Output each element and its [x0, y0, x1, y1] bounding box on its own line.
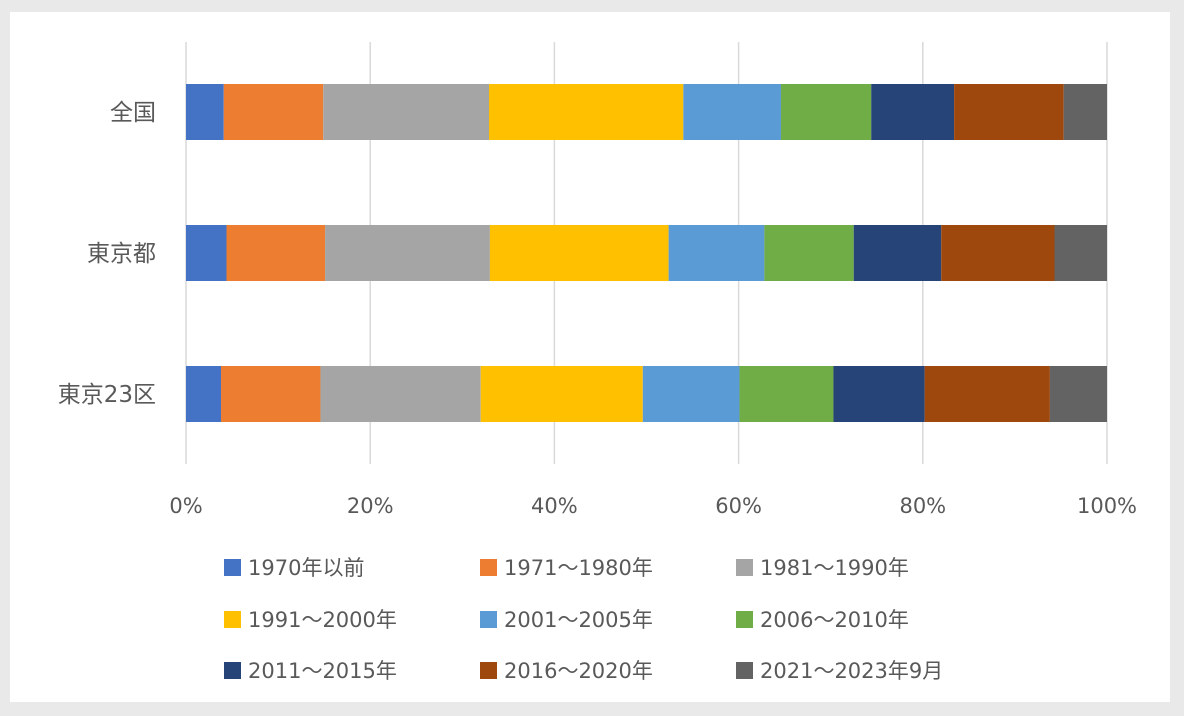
- bar-segment: [924, 366, 1050, 422]
- legend-label: 1991〜2000年: [248, 608, 397, 632]
- legend-item: 2011〜2015年: [224, 659, 397, 683]
- bar-segment: [1063, 84, 1107, 140]
- legend-swatch: [736, 662, 753, 679]
- bar-segment: [186, 366, 221, 422]
- legend-swatch: [480, 559, 497, 576]
- legend-swatch: [480, 611, 497, 628]
- legend-item: 2021〜2023年9月: [736, 659, 943, 683]
- x-tick-label: 0%: [169, 494, 202, 518]
- category-label: 東京都: [87, 241, 156, 267]
- legend-swatch: [736, 611, 753, 628]
- bar-segment: [226, 225, 326, 281]
- legend-item: 1981〜1990年: [736, 556, 909, 580]
- x-tick-labels: 0% 20% 40% 60% 80% 100%: [169, 494, 1137, 518]
- bar-segment: [480, 366, 643, 422]
- x-tick-label: 80%: [899, 494, 946, 518]
- bar-segment: [489, 84, 684, 140]
- bar-segment: [1054, 225, 1107, 281]
- bar-segment: [764, 225, 854, 281]
- bar-segment: [186, 84, 224, 140]
- x-tick-label: 20%: [347, 494, 394, 518]
- legend-label: 1971〜1980年: [504, 556, 653, 580]
- x-tick-label: 100%: [1077, 494, 1137, 518]
- legend-swatch: [480, 662, 497, 679]
- legend-swatch: [224, 559, 241, 576]
- bar-segment: [739, 366, 834, 422]
- bar-segment: [954, 84, 1064, 140]
- legend-item: 2001〜2005年: [480, 608, 653, 632]
- legend-swatch: [224, 611, 241, 628]
- bar-segment: [325, 225, 490, 281]
- legend-label: 2011〜2015年: [248, 659, 397, 683]
- bar-segment: [223, 84, 324, 140]
- bar-segment: [323, 84, 490, 140]
- legend-label: 2021〜2023年9月: [760, 659, 943, 683]
- legend-item: 2016〜2020年: [480, 659, 653, 683]
- bar-segment: [941, 225, 1055, 281]
- legend-label: 2006〜2010年: [760, 608, 909, 632]
- legend-swatch: [224, 662, 241, 679]
- bar-segment: [320, 366, 481, 422]
- x-tick-label: 60%: [715, 494, 762, 518]
- bar-segment: [780, 84, 872, 140]
- bar-segment: [683, 84, 781, 140]
- bar-segment: [186, 225, 227, 281]
- bar-segment: [220, 366, 321, 422]
- category-label: 東京23区: [58, 382, 156, 408]
- legend-label: 1970年以前: [248, 556, 364, 580]
- bar-segment: [668, 225, 765, 281]
- chart-frame: 全国 東京都 東京23区 0% 20% 40% 60% 80% 100% 1970年以前 197…: [10, 12, 1170, 702]
- bar-segment: [642, 366, 740, 422]
- bar-segment: [853, 225, 942, 281]
- bar-segment: [833, 366, 925, 422]
- legend-item: 1991〜2000年: [224, 608, 397, 632]
- legend-item: 1971〜1980年: [480, 556, 653, 580]
- bar-segment: [1049, 366, 1107, 422]
- bar-segment: [489, 225, 669, 281]
- x-tick-label: 40%: [531, 494, 578, 518]
- legend-item: 2006〜2010年: [736, 608, 909, 632]
- bars: [186, 84, 1107, 422]
- legend-label: 1981〜1990年: [760, 556, 909, 580]
- bar-segment: [871, 84, 955, 140]
- legend-label: 2016〜2020年: [504, 659, 653, 683]
- legend-item: 1970年以前: [224, 556, 364, 580]
- legend-label: 2001〜2005年: [504, 608, 653, 632]
- category-label: 全国: [110, 100, 156, 126]
- legend-swatch: [736, 559, 753, 576]
- legend: 1970年以前 1971〜1980年 1981〜1990年 1991〜2000年 200…: [224, 556, 943, 683]
